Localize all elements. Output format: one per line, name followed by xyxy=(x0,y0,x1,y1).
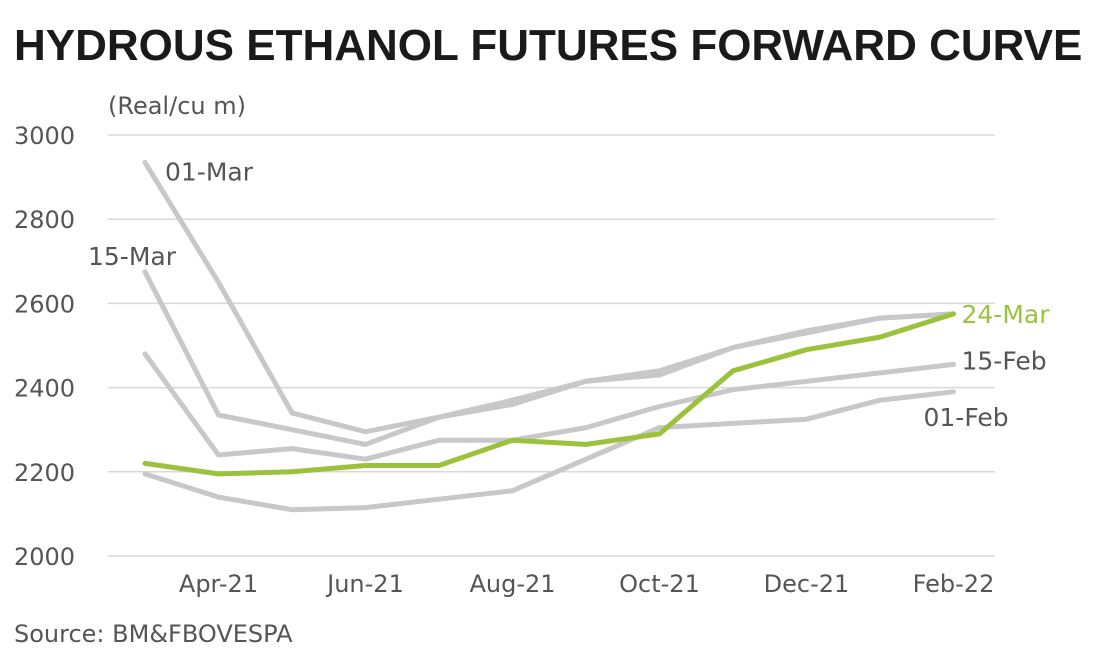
x-axis-ticks: Apr-21 Jun-21 Aug-21 Oct-21 Dec-21 Feb-22 xyxy=(179,570,994,598)
source-note: Source: BM&FBOVESPA xyxy=(14,620,293,648)
series-labels: 01-Mar 15-Mar 15-Feb 01-Feb 24-Mar xyxy=(88,157,1050,431)
chart-title: HYDROUS ETHANOL FUTURES FORWARD CURVE xyxy=(14,21,1082,70)
series-line-01-feb xyxy=(142,389,956,513)
y-tick-label: 2400 xyxy=(14,375,75,403)
x-tick-label: Jun-21 xyxy=(325,570,404,598)
y-axis-unit-label: (Real/cu m) xyxy=(108,92,246,120)
gridlines xyxy=(108,134,995,557)
series-line-15-mar xyxy=(142,269,956,447)
series-line-24-mar xyxy=(142,311,956,477)
series-label-24-mar: 24-Mar xyxy=(962,300,1051,329)
series-label-15-mar: 15-Mar xyxy=(88,242,177,271)
series-line-15-feb xyxy=(142,351,956,462)
y-axis-ticks: 2000 2200 2400 2600 2800 3000 xyxy=(14,122,75,571)
y-tick-label: 2800 xyxy=(14,206,75,234)
y-tick-label: 3000 xyxy=(14,122,75,150)
series-label-01-mar: 01-Mar xyxy=(165,157,254,186)
series-label-01-feb: 01-Feb xyxy=(924,403,1009,432)
x-tick-label: Dec-21 xyxy=(764,570,850,598)
x-tick-label: Aug-21 xyxy=(469,570,555,598)
series-lines xyxy=(142,159,956,513)
y-tick-label: 2200 xyxy=(14,459,75,487)
x-tick-label: Feb-22 xyxy=(913,570,995,598)
series-label-15-feb: 15-Feb xyxy=(962,346,1047,375)
x-tick-label: Apr-21 xyxy=(179,570,258,598)
y-tick-label: 2000 xyxy=(14,543,75,571)
x-tick-label: Oct-21 xyxy=(619,570,700,598)
y-tick-label: 2600 xyxy=(14,290,75,318)
